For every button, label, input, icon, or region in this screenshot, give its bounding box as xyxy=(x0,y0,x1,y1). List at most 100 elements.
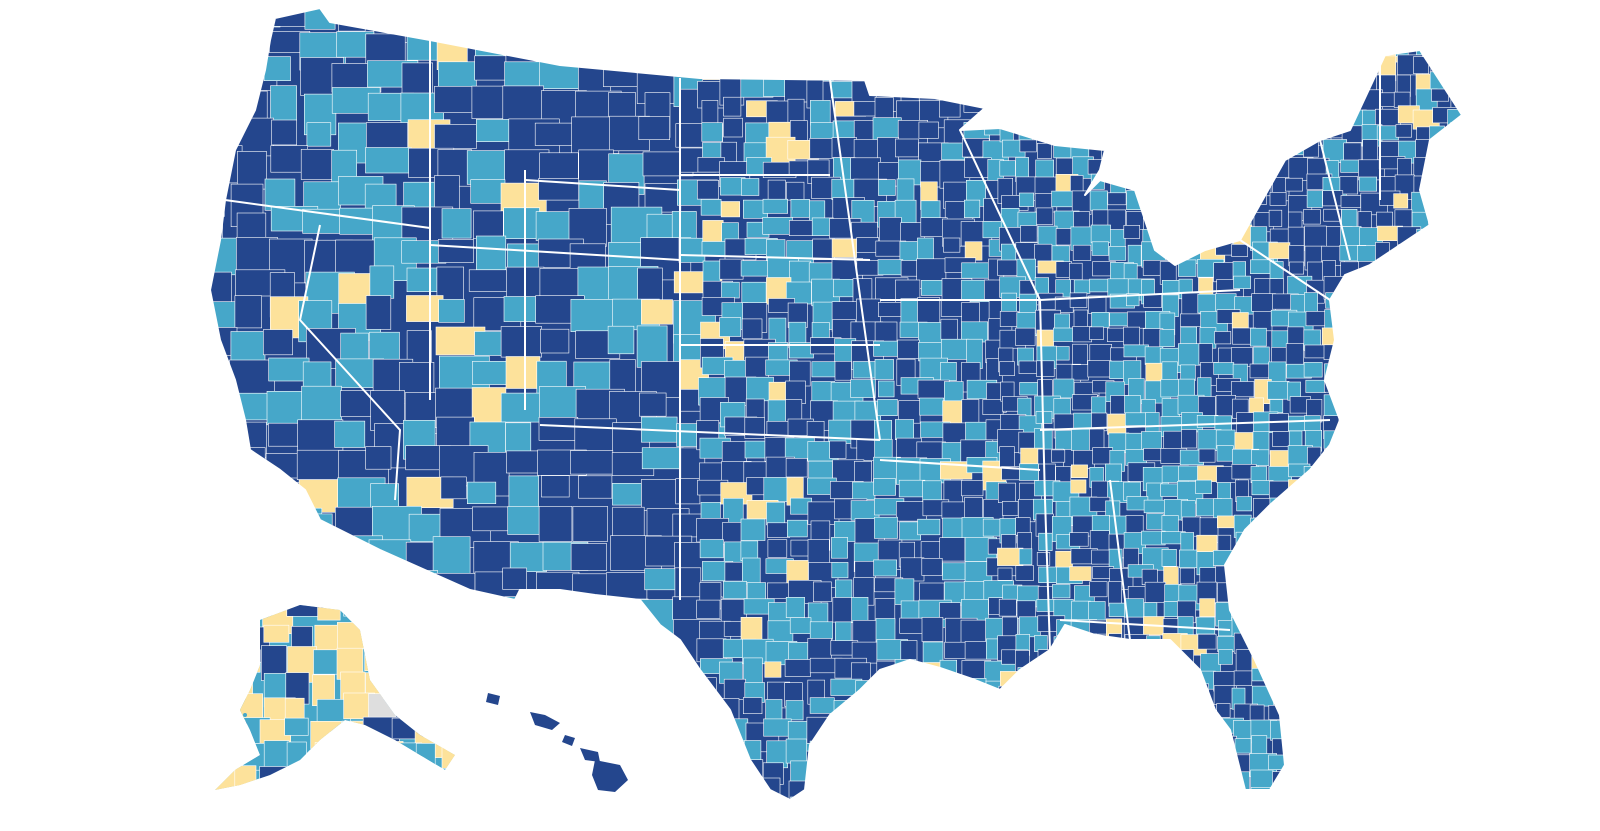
county-cell xyxy=(1339,717,1365,735)
county-cell xyxy=(939,740,956,764)
county-cell xyxy=(607,325,635,355)
county-cell xyxy=(1470,552,1490,577)
county-cell xyxy=(1361,737,1381,758)
county-cell xyxy=(210,91,251,132)
county-cell xyxy=(474,598,503,641)
county-cell xyxy=(1343,548,1360,565)
county-cell xyxy=(938,777,971,800)
county-cell xyxy=(1177,123,1198,149)
county-cell xyxy=(762,217,793,235)
county-cell xyxy=(1105,75,1129,94)
county-cell xyxy=(999,752,1023,769)
county-cell xyxy=(1146,702,1172,724)
county-cell xyxy=(788,160,810,176)
county-cell xyxy=(1361,329,1387,351)
county-cell xyxy=(1323,770,1347,792)
county-cell xyxy=(1415,139,1436,158)
county-cell xyxy=(1019,771,1037,788)
county-cell xyxy=(1431,666,1456,685)
county-cell xyxy=(1322,74,1346,100)
county-cell xyxy=(1377,364,1395,388)
county-cell xyxy=(1398,447,1426,465)
county-cell xyxy=(1126,735,1148,750)
county-cell xyxy=(210,8,244,34)
county-cell xyxy=(1254,176,1272,197)
county-cell xyxy=(1162,210,1176,233)
county-cell xyxy=(232,649,261,673)
county-cell xyxy=(875,58,909,79)
county-cell xyxy=(1321,601,1342,624)
county-cell xyxy=(1035,768,1059,786)
county-cell xyxy=(854,761,883,786)
county-cell xyxy=(1087,649,1110,665)
county-cell xyxy=(1467,769,1485,781)
county-cell xyxy=(1070,755,1089,782)
county-cell xyxy=(215,720,248,755)
county-cell xyxy=(1271,531,1297,545)
county-cell xyxy=(718,779,741,800)
county-cell xyxy=(441,208,472,239)
county-cell xyxy=(741,318,763,340)
county-cell xyxy=(238,476,281,519)
county-cell xyxy=(1398,260,1416,285)
county-cell xyxy=(1343,72,1359,95)
county-cell xyxy=(1288,721,1314,744)
county-cell xyxy=(1141,177,1169,198)
county-cell xyxy=(852,481,876,500)
county-cell xyxy=(1321,93,1343,120)
county-cell xyxy=(1322,530,1344,554)
county-cell xyxy=(1287,532,1312,551)
county-cell xyxy=(1452,55,1462,77)
county-cell xyxy=(1287,499,1304,522)
county-cell xyxy=(1052,701,1078,727)
county-cell xyxy=(1053,56,1076,72)
county-cell xyxy=(1056,39,1074,57)
county-cell xyxy=(1288,513,1303,528)
county-cell xyxy=(900,739,928,770)
county-cell xyxy=(809,740,828,759)
county-cell xyxy=(1216,191,1236,208)
county-cell xyxy=(1396,347,1423,367)
county-cell xyxy=(917,297,941,325)
county-cell xyxy=(1413,617,1439,644)
county-cell xyxy=(918,121,939,139)
county-cell xyxy=(636,599,674,635)
county-cell xyxy=(898,721,932,741)
county-cell xyxy=(919,582,945,602)
county-cell xyxy=(1395,772,1422,796)
county-cell xyxy=(364,645,402,671)
county-cell xyxy=(1071,428,1090,451)
county-cell xyxy=(1196,160,1210,182)
county-cell xyxy=(1195,721,1212,746)
county-cell xyxy=(1394,415,1422,433)
county-cell xyxy=(1249,566,1271,582)
island-speck xyxy=(158,778,162,782)
county-cell xyxy=(1415,414,1434,428)
county-cell xyxy=(894,419,914,441)
county-cell xyxy=(440,626,455,660)
county-cell xyxy=(1091,90,1118,104)
county-cell xyxy=(719,317,742,337)
county-cell xyxy=(1357,603,1374,618)
county-cell xyxy=(1431,211,1454,235)
county-cell xyxy=(1377,703,1403,719)
county-cell xyxy=(509,542,547,573)
county-cell xyxy=(1159,191,1187,218)
county-cell xyxy=(234,541,262,566)
county-cell xyxy=(1252,310,1273,332)
county-cell xyxy=(1217,582,1233,603)
county-cell xyxy=(1467,636,1482,652)
county-cell xyxy=(1036,599,1056,612)
county-cell xyxy=(1142,192,1160,219)
county-cell xyxy=(1141,431,1162,450)
county-cell xyxy=(850,379,876,398)
county-cell xyxy=(1033,106,1058,123)
county-cell xyxy=(237,151,267,190)
county-cell xyxy=(1394,481,1422,497)
county-cell xyxy=(1288,124,1309,143)
county-cell xyxy=(1432,295,1456,321)
county-cell xyxy=(1449,668,1462,694)
county-cell xyxy=(391,764,422,790)
county-cell xyxy=(210,31,240,64)
county-cell xyxy=(1324,668,1348,694)
